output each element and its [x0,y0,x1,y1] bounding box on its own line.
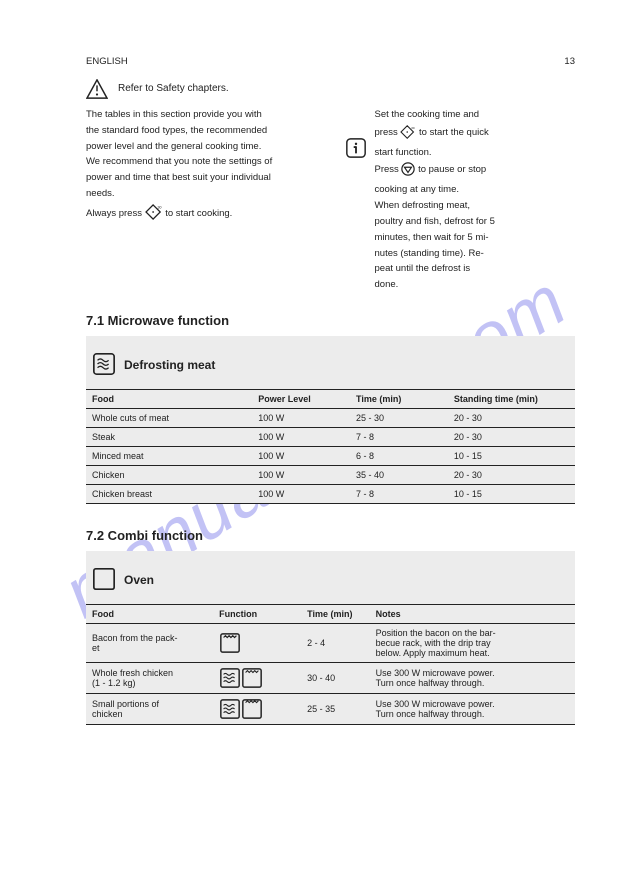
table-row: Whole cuts of meat 100 W 25 - 30 20 - 30 [86,408,575,427]
table-defrosting: Defrosting meat Food Power Level Time (m… [86,336,575,504]
svg-text:30: 30 [411,126,415,130]
table-row: Whole fresh chicken (1 - 1.2 kg) 30 - 40… [86,662,575,693]
info-icon [345,109,367,164]
table-row: Chicken 100 W 35 - 40 20 - 30 [86,465,575,484]
intro-l3: We recommend that you note the settings … [86,156,317,169]
page-content: ENGLISH 13 Refer to Safety chapters. The… [0,0,629,765]
mw-grill-icon [219,672,263,682]
mw-convect-icon [219,703,263,713]
intro-r5: When defrosting meat, [375,200,576,213]
t1-c0: Food [86,389,252,408]
stop-icon [401,162,415,181]
intro-r7: minutes, then wait for 5 mi- [375,232,576,245]
intro-col-right: Set the cooking time and press 30 to sta… [345,109,576,295]
microwave-icon [92,352,116,379]
intro-r1: press 30 to start the quick [375,125,576,144]
table-row: Minced meat 100 W 6 - 8 10 - 15 [86,446,575,465]
svg-text:30: 30 [157,205,161,209]
section-2-title: 7.2 Combi function [86,528,575,543]
table1-subtitle: Defrosting meat [92,352,569,379]
intro-r0: Set the cooking time and [375,109,576,122]
header-right: 13 [564,56,575,67]
header-left: ENGLISH [86,56,128,67]
intro-r10: done. [375,279,576,292]
t2-c1: Function [213,604,301,623]
oven-icon [92,567,116,594]
intro-r8: nutes (standing time). Re- [375,248,576,261]
intro-columns: The tables in this section provide you w… [86,109,575,295]
intro-l6: Always press to start cooking. Always pr… [86,204,317,225]
table-row: Steak 100 W 7 - 8 20 - 30 [86,427,575,446]
grill-icon [219,637,241,647]
start30-icon-2: 30 [400,125,416,144]
table-row: Chicken breast 100 W 7 - 8 10 - 15 [86,484,575,503]
table-combi: Oven Food Function Time (min) Notes Baco… [86,551,575,725]
t2-c2: Time (min) [301,604,369,623]
t2-c0: Food [86,604,213,623]
warning-row: Refer to Safety chapters. [86,79,575,99]
warning-icon [86,79,108,99]
t1-c2: Time (min) [350,389,448,408]
start30-icon: 30 [145,204,163,225]
t1-c1: Power Level [252,389,350,408]
intro-r3: Press to pause or stop [375,162,576,181]
table-row: Small portions of chicken 25 - 35 Use 30… [86,693,575,724]
intro-r9: peat until the defrost is [375,263,576,276]
intro-l4: power and time that best suit your indiv… [86,172,317,185]
t2-c3: Notes [370,604,575,623]
intro-l2: power level and the general cooking time… [86,141,317,154]
intro-l5: needs. [86,188,317,201]
intro-r2: start function. [375,147,576,160]
section-1-title: 7.1 Microwave function [86,313,575,328]
table-row: Bacon from the pack- et 2 - 4 Position t… [86,623,575,662]
table2-subtitle: Oven [92,567,569,594]
intro-l1: the standard food types, the recommended [86,125,317,138]
intro-col-left: The tables in this section provide you w… [86,109,317,295]
warning-text: Refer to Safety chapters. [118,79,229,94]
intro-r6: poultry and fish, defrost for 5 [375,216,576,229]
page-header: ENGLISH 13 [86,56,575,67]
t1-c3: Standing time (min) [448,389,575,408]
intro-r4: cooking at any time. [375,184,576,197]
intro-l0: The tables in this section provide you w… [86,109,317,122]
